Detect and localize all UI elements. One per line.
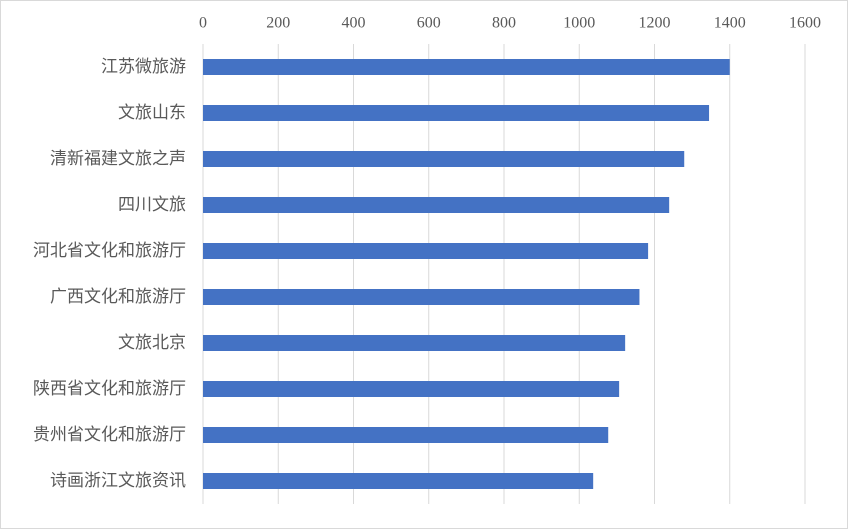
y-tick-label: 文旅山东 — [118, 103, 186, 123]
bar — [203, 473, 594, 489]
y-tick-label: 广西文化和旅游厅 — [50, 287, 186, 307]
bar — [203, 243, 649, 259]
x-tick-label: 400 — [342, 15, 366, 32]
y-tick-label: 贵州省文化和旅游厅 — [33, 425, 186, 445]
bar — [203, 381, 620, 397]
bar — [203, 427, 609, 443]
y-tick-label: 四川文旅 — [118, 195, 186, 215]
x-tick-label: 200 — [266, 15, 290, 32]
y-tick-label: 文旅北京 — [118, 333, 186, 353]
y-tick-label: 江苏微旅游 — [101, 57, 186, 77]
y-tick-label: 河北省文化和旅游厅 — [33, 241, 186, 261]
x-tick-label: 1600 — [789, 15, 821, 32]
bar — [203, 289, 640, 305]
y-tick-label: 陕西省文化和旅游厅 — [33, 379, 186, 399]
bar — [203, 151, 685, 167]
x-tick-label: 0 — [199, 15, 207, 32]
bar — [203, 105, 710, 121]
bar — [203, 335, 626, 351]
x-tick-label: 1400 — [714, 15, 746, 32]
y-tick-label: 清新福建文旅之声 — [50, 149, 186, 169]
x-tick-label: 600 — [417, 15, 441, 32]
y-tick-label: 诗画浙江文旅资讯 — [50, 471, 186, 491]
bar — [203, 197, 670, 213]
bar — [203, 59, 730, 75]
x-tick-label: 1200 — [639, 15, 671, 32]
x-tick-label: 800 — [492, 15, 516, 32]
x-tick-label: 1000 — [563, 15, 595, 32]
